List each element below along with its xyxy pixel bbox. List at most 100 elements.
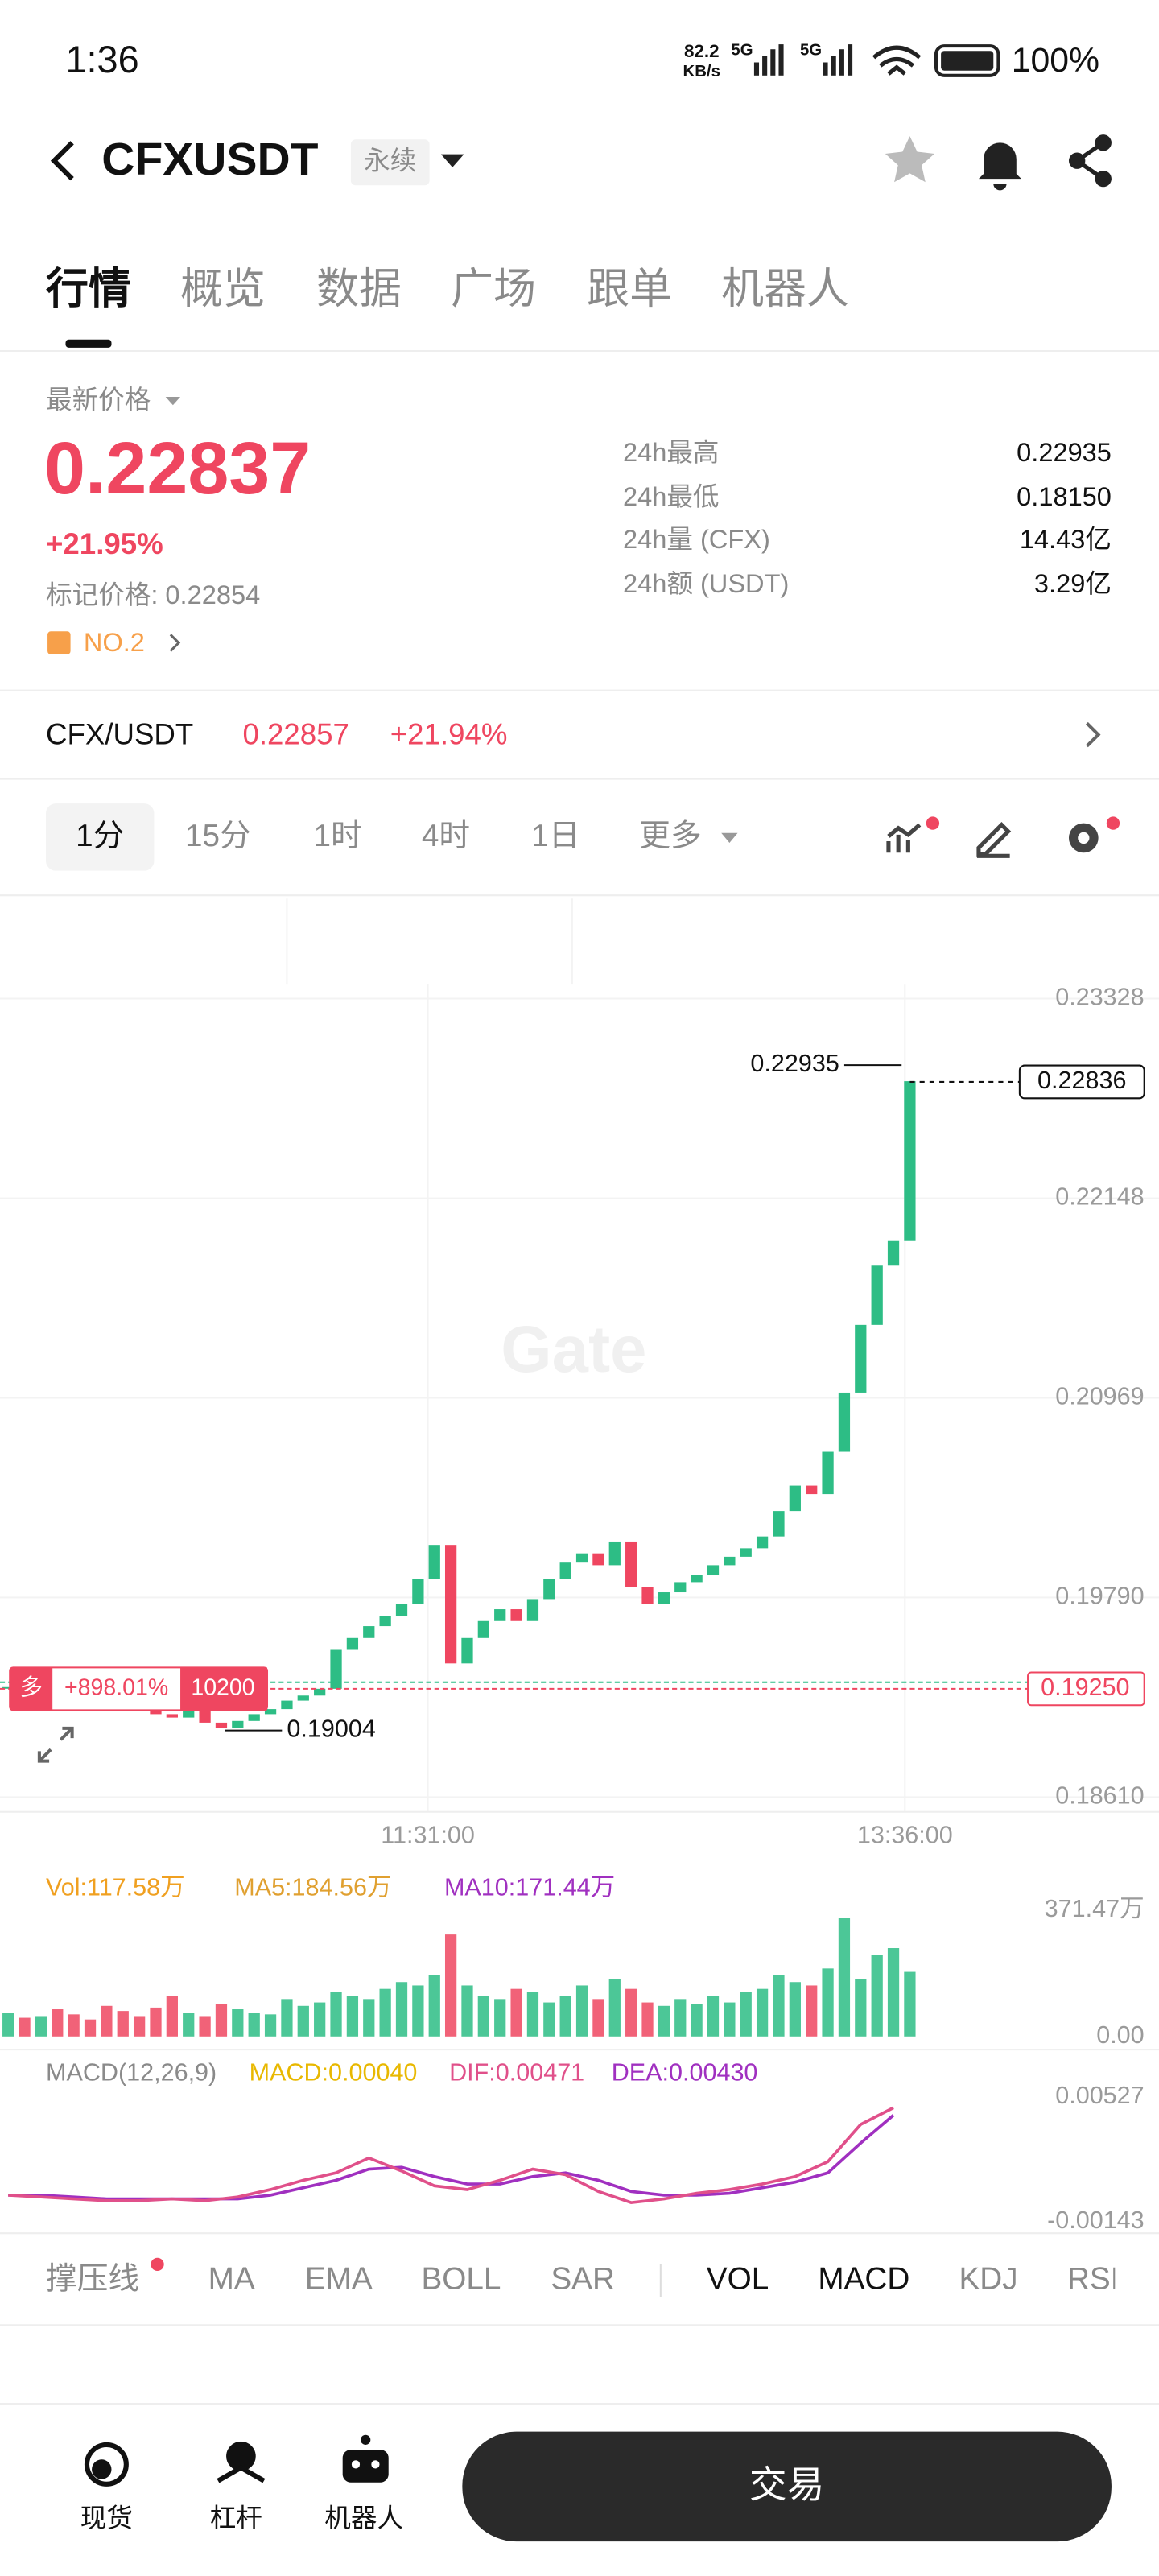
macd-legend: MACD(12,26,9) [46,2059,217,2087]
volume-bar [855,1979,867,2037]
rank[interactable]: NO.2 [84,628,145,657]
favorite-button[interactable] [885,136,934,183]
indicator-tab[interactable]: MA [208,2261,255,2296]
stat-label: 24h量 (CFX) [623,525,770,554]
candle [756,1536,769,1549]
volume-bar [789,1982,801,2037]
indicator-tab[interactable]: KDJ [959,2261,1018,2296]
candle [543,1579,555,1600]
volume-bar [248,2013,260,2037]
candle [691,1575,703,1583]
net-unit: KB/s [683,63,720,80]
indicator-tab[interactable]: VOL [707,2261,769,2296]
interval[interactable]: 1时 [313,819,361,853]
volume-bar [133,2016,146,2037]
interval[interactable]: 1日 [531,819,580,853]
interval[interactable]: 1分 [76,819,124,853]
spot-pair[interactable]: CFX/USDT [46,717,193,750]
indicator-tab[interactable]: RSI [1067,2261,1120,2296]
candle [625,1541,637,1587]
volume-bar [691,2004,703,2037]
share-button[interactable] [1068,134,1112,188]
volume-bar [101,2005,113,2037]
rank-chevron [169,634,181,652]
tab[interactable]: 概览 [180,266,266,313]
price-label[interactable]: 最新价格 [46,386,151,415]
battery-level: 100% [1012,41,1099,80]
volume-bar [412,1985,424,2037]
volume-bar [314,2002,326,2037]
interval[interactable]: 更多 [639,819,701,853]
price-dropdown[interactable] [165,397,181,406]
volume-bar [183,2013,195,2037]
candle [346,1637,359,1650]
trade-button[interactable] [462,2431,1112,2542]
indicator-tab[interactable]: EMA [305,2261,373,2296]
spot-chevron[interactable] [1085,721,1101,748]
volume-bar [559,1996,571,2037]
volume-bar [215,2004,228,2037]
volume-bar [526,1992,539,2037]
notice-dot [1106,816,1120,830]
candle [838,1392,851,1452]
volume-bar [281,1999,293,2037]
nav-item[interactable]: 现货 [80,2504,133,2533]
candle [330,1649,342,1689]
candle [215,1722,228,1728]
tab[interactable]: 广场 [451,266,536,313]
position-size: 10200 [191,1674,254,1700]
time-label: 11:31:00 [381,1821,475,1848]
candle [314,1688,326,1696]
volume-bar [510,1988,522,2037]
alert-button[interactable] [978,142,1021,191]
y-tick-label: 0.00527 [1055,2082,1144,2109]
back-button[interactable] [50,141,74,181]
nav-item[interactable]: 机器人 [324,2504,403,2533]
expand-button[interactable] [37,1726,74,1763]
indicator-button[interactable] [886,823,922,853]
macd-legend: DIF:0.00471 [449,2059,584,2087]
mark-price: 标记价格: 0.22854 [46,580,260,609]
candle [264,1709,277,1715]
indicator-tab[interactable]: BOLL [421,2261,501,2296]
volume-bar [68,2014,80,2037]
interval[interactable]: 4时 [422,819,470,853]
settings-hole [1078,832,1090,844]
volume-bar [756,1988,769,2037]
candle [248,1714,260,1721]
candle [575,1553,588,1563]
candle [461,1637,473,1664]
volume-bar [297,2005,309,2037]
candle [559,1562,571,1579]
volume-bar [395,1982,408,2037]
candle [477,1620,489,1638]
watermark: Gate [501,1313,646,1386]
tab[interactable]: 行情 [46,266,131,313]
dif-line [8,2106,894,2205]
indicator-tab[interactable]: 撑压线 [46,2261,139,2296]
candle [674,1582,687,1593]
indicator-tab[interactable]: MACD [818,2261,909,2296]
candle [281,1700,293,1710]
candle [789,1485,801,1512]
candle [592,1553,604,1566]
volume-bar [838,1918,851,2037]
more-dropdown[interactable] [721,832,738,844]
interval[interactable]: 15分 [185,819,251,853]
symbol-dropdown[interactable] [440,154,464,167]
nav-item[interactable]: 杠杆 [210,2504,262,2533]
tab[interactable]: 机器人 [721,266,849,313]
tab[interactable]: 数据 [316,266,402,313]
candle [444,1545,457,1664]
contract-type: 永续 [364,146,416,175]
candle [904,1081,916,1241]
draw-button[interactable] [976,822,1012,858]
volume-bar [822,1968,834,2037]
indicator-tab[interactable]: SAR [551,2261,615,2296]
tab[interactable]: 跟单 [587,266,672,313]
symbol[interactable]: CFXUSDT [101,134,318,185]
candle [428,1545,440,1579]
price-change: +21.95% [46,527,163,560]
volume-bar [773,1975,785,2037]
